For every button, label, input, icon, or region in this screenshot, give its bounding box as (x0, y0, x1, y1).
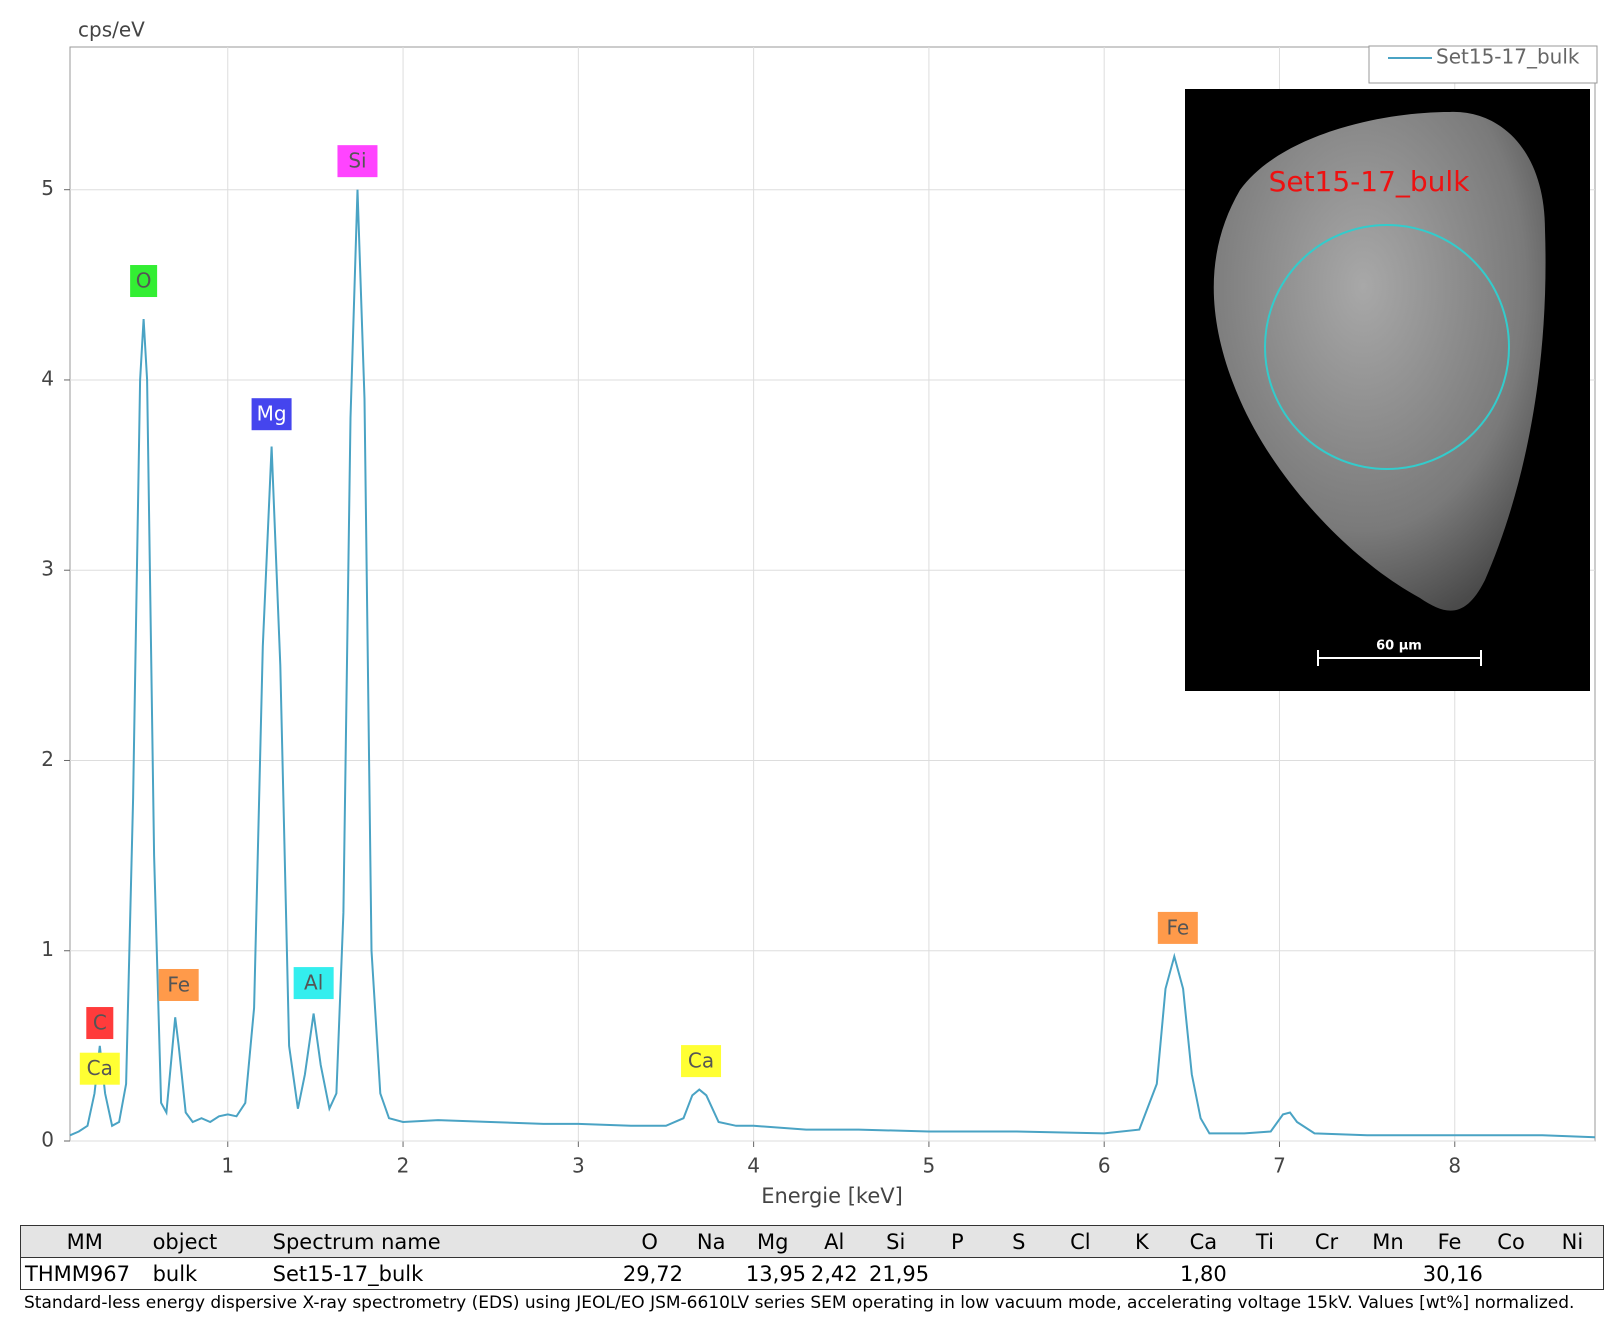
spectrum-line (69, 189, 1596, 1139)
peak-label-box (79, 1052, 120, 1085)
cell: THMM967 (25, 1261, 130, 1286)
x-tick-label: 3 (572, 1154, 585, 1178)
header-cell: Ti (1234, 1225, 1296, 1258)
inset-label: Set15-17_bulk (1269, 165, 1471, 198)
cell: 1,80 (1180, 1261, 1227, 1286)
cell (1234, 1258, 1296, 1290)
scale-bar (1317, 650, 1482, 666)
peak-label: Ca (87, 1056, 113, 1080)
chart: cps/eV Energie [keV] 1 2 3 4 5 6 7 8 0 1 2 3 4 5 C Ca O F… (41, 18, 1598, 1208)
header-cell: K (1111, 1225, 1173, 1258)
cell: Set15-17_bulk (272, 1261, 424, 1286)
analysis-area (1264, 224, 1510, 470)
data-row: THMM967 bulk Set15-17_bulk 29,72 13,95 2,42 21… (21, 1258, 1604, 1290)
cell (1111, 1258, 1173, 1290)
cell (1357, 1258, 1419, 1290)
peak-label: O (136, 269, 152, 293)
peak-label-box (293, 967, 334, 1000)
peak-label-box (158, 968, 199, 1001)
cell: 13,95 (745, 1261, 807, 1286)
peak-label: C (93, 1011, 107, 1035)
legend-label: Set15-17_bulk (1436, 45, 1580, 69)
cell: 29,72 (622, 1261, 683, 1286)
y-tick-label: 1 (41, 937, 54, 961)
header-cell: MM (20, 1225, 149, 1258)
peak-label-box (1157, 911, 1198, 944)
cell (988, 1258, 1050, 1290)
y-tick-label: 2 (41, 747, 54, 771)
specimen (1213, 111, 1546, 611)
header-cell: Co (1480, 1225, 1542, 1258)
header-cell: P (926, 1225, 989, 1258)
x-tick-label: 6 (1098, 1154, 1111, 1178)
header-cell: Na (680, 1225, 742, 1258)
y-tick-label: 5 (41, 176, 54, 200)
header-cell: Mg (741, 1225, 804, 1258)
cell (1050, 1258, 1112, 1290)
peak-label-box (337, 145, 378, 178)
legend-box (1368, 45, 1598, 84)
peak-label-box (681, 1045, 722, 1078)
header-cell: Si (864, 1225, 927, 1258)
y-axis-label: cps/eV (78, 18, 145, 42)
cell (927, 1258, 989, 1290)
x-tick-label: 2 (397, 1154, 410, 1178)
header-row: MM object Spectrum name O Na Mg Al Si P S Cl K Ca Ti C… (20, 1225, 1604, 1258)
header-cell: Ni (1541, 1225, 1604, 1258)
header-cell: Al (803, 1225, 865, 1258)
x-tick-label: 7 (1273, 1154, 1286, 1178)
peak-label: Si (348, 149, 366, 173)
peak-label: Al (304, 971, 323, 995)
cell: bulk (152, 1261, 198, 1286)
header-cell: S (988, 1225, 1050, 1258)
cell (1480, 1258, 1542, 1290)
header-cell: Ca (1172, 1225, 1235, 1258)
cell (1296, 1258, 1358, 1290)
scale-bar-label: 60 µm (1376, 639, 1422, 654)
x-tick-label: 5 (923, 1154, 936, 1178)
peak-label: Fe (1166, 915, 1189, 939)
y-tick-label: 0 (41, 1128, 54, 1152)
peak-label-box (130, 265, 158, 298)
results-table: MM object Spectrum name O Na Mg Al Si P S Cl K Ca Ti C… (20, 1225, 1604, 1290)
footnote: Standard-less energy dispersive X-ray sp… (24, 1293, 1575, 1313)
peak-label-box (251, 398, 292, 431)
y-tick-label: 4 (41, 366, 54, 390)
header-cell: O (618, 1225, 681, 1258)
x-tick-label: 8 (1448, 1154, 1461, 1178)
cell: 2,42 (810, 1261, 858, 1286)
cell: 21,95 (868, 1261, 930, 1286)
cell: 30,16 (1422, 1261, 1483, 1286)
header-cell: Spectrum name (268, 1225, 619, 1258)
x-axis-label: Energie [keV] (761, 1184, 903, 1208)
peak-label-box (86, 1007, 114, 1040)
header-cell: Fe (1418, 1225, 1481, 1258)
peak-label: Mg (257, 402, 287, 426)
header-cell: Cr (1295, 1225, 1358, 1258)
x-tick-label: 4 (747, 1154, 760, 1178)
y-tick-label: 3 (41, 557, 54, 581)
header-cell: object (148, 1225, 269, 1258)
cell (680, 1258, 742, 1290)
peak-label: Ca (688, 1049, 714, 1073)
cell (1542, 1258, 1604, 1290)
header-cell: Cl (1049, 1225, 1112, 1258)
header-cell: Mn (1357, 1225, 1419, 1258)
x-tick-label: 1 (221, 1154, 234, 1178)
peak-label: Fe (167, 972, 190, 996)
